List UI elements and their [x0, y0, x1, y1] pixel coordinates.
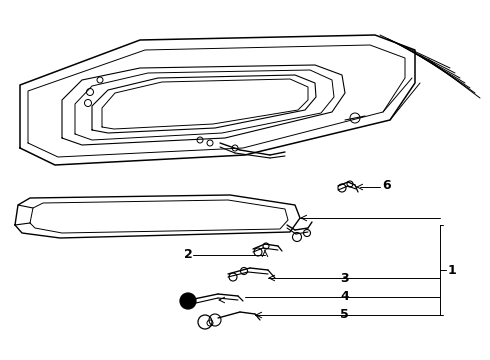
Text: 3: 3: [340, 271, 348, 284]
Circle shape: [180, 293, 196, 309]
Text: 2: 2: [184, 248, 193, 261]
Text: 6: 6: [382, 179, 391, 192]
Text: 1: 1: [448, 264, 457, 276]
Text: 4: 4: [340, 291, 349, 303]
Text: 5: 5: [340, 309, 349, 321]
